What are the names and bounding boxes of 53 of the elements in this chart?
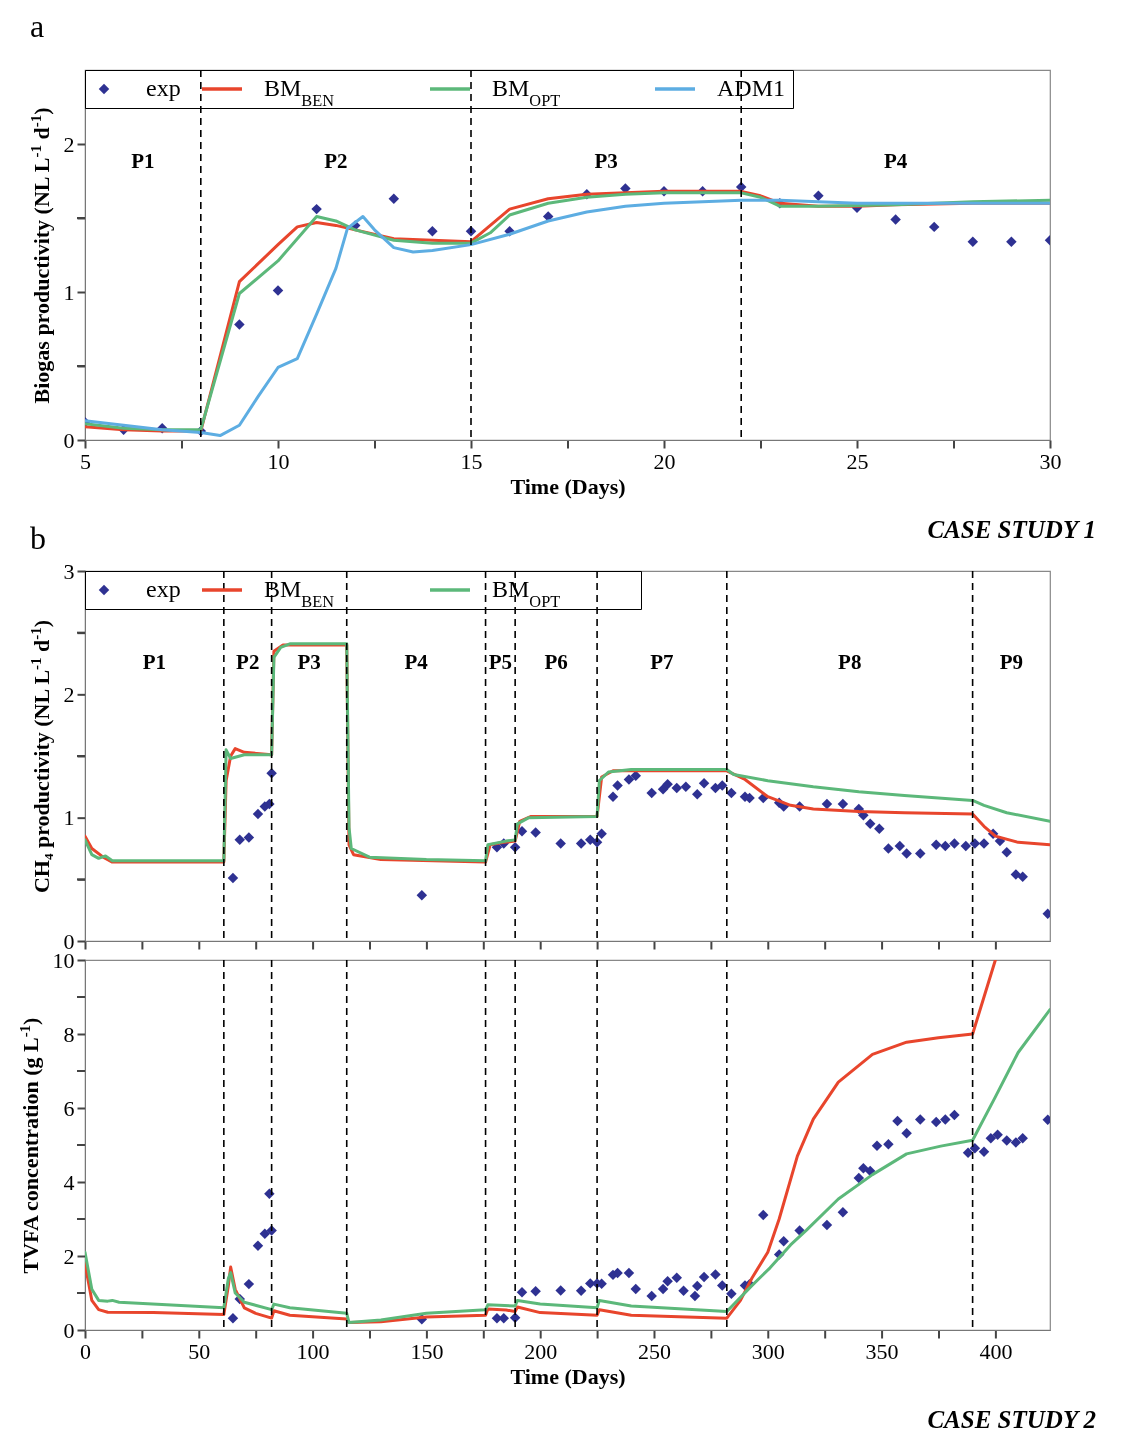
legend-label: BM$_{OPT}$ [492, 576, 561, 611]
x-axis-title: Time (Days) [510, 1363, 626, 1389]
chart-title: b [30, 520, 46, 556]
x-tick-label: 150 [410, 1338, 444, 1364]
annotation: P2 [324, 149, 348, 173]
y-tick-label: 4 [63, 1169, 75, 1195]
x-tick-label: 5 [80, 448, 91, 474]
y-tick-label: 8 [63, 1021, 75, 1047]
legend-label: BM$_{BEN}$ [264, 576, 335, 611]
y-tick-label: 1 [63, 279, 75, 305]
annotation: P7 [650, 650, 674, 674]
annotation: P3 [594, 149, 618, 173]
y-tick-label: 1 [63, 805, 75, 831]
y-tick-label: 0 [63, 1317, 75, 1343]
x-tick-label: 250 [637, 1338, 671, 1364]
legend-label: ADM1 [717, 75, 786, 101]
y-tick-label: 0 [63, 427, 75, 453]
annotation: P6 [544, 650, 568, 674]
chart-title: a [30, 8, 45, 45]
annotation: P9 [999, 650, 1023, 674]
x-tick-label: 200 [524, 1338, 558, 1364]
y-tick-label: 3 [63, 558, 75, 584]
x-tick-label: 30 [1039, 448, 1062, 474]
x-tick-label: 400 [979, 1338, 1013, 1364]
legend-label: BM$_{BEN}$ [264, 75, 335, 110]
x-tick-label: 300 [751, 1338, 785, 1364]
annotation: P8 [838, 650, 862, 674]
annotation: P3 [297, 650, 321, 674]
legend-label: exp [146, 576, 181, 602]
annotation: P1 [131, 149, 155, 173]
x-tick-label: 100 [296, 1338, 330, 1364]
x-tick-label: 15 [460, 448, 483, 474]
x-axis-title: Time (Days) [510, 473, 626, 499]
annotation: P2 [236, 650, 260, 674]
text: CASE STUDY 2 [927, 1406, 1096, 1433]
x-tick-label: 25 [846, 448, 869, 474]
annotation: P5 [488, 650, 513, 674]
annotation: P4 [883, 149, 908, 173]
legend-label: BM$_{OPT}$ [492, 75, 561, 110]
annotation: P1 [142, 650, 167, 674]
legend-label: exp [146, 75, 181, 101]
y-tick-label: 2 [63, 681, 75, 707]
y-tick-label: 6 [63, 1095, 75, 1121]
x-tick-label: 10 [267, 448, 290, 474]
x-tick-label: 50 [188, 1338, 211, 1364]
annotation: P4 [404, 650, 429, 674]
x-tick-label: 350 [865, 1338, 899, 1364]
y-tick-label: 2 [63, 1243, 75, 1269]
y-tick-label: 2 [63, 131, 75, 157]
y-tick-label: 0 [63, 928, 75, 954]
text: CASE STUDY 1 [927, 516, 1096, 543]
x-tick-label: 0 [80, 1338, 91, 1364]
x-tick-label: 20 [653, 448, 676, 474]
